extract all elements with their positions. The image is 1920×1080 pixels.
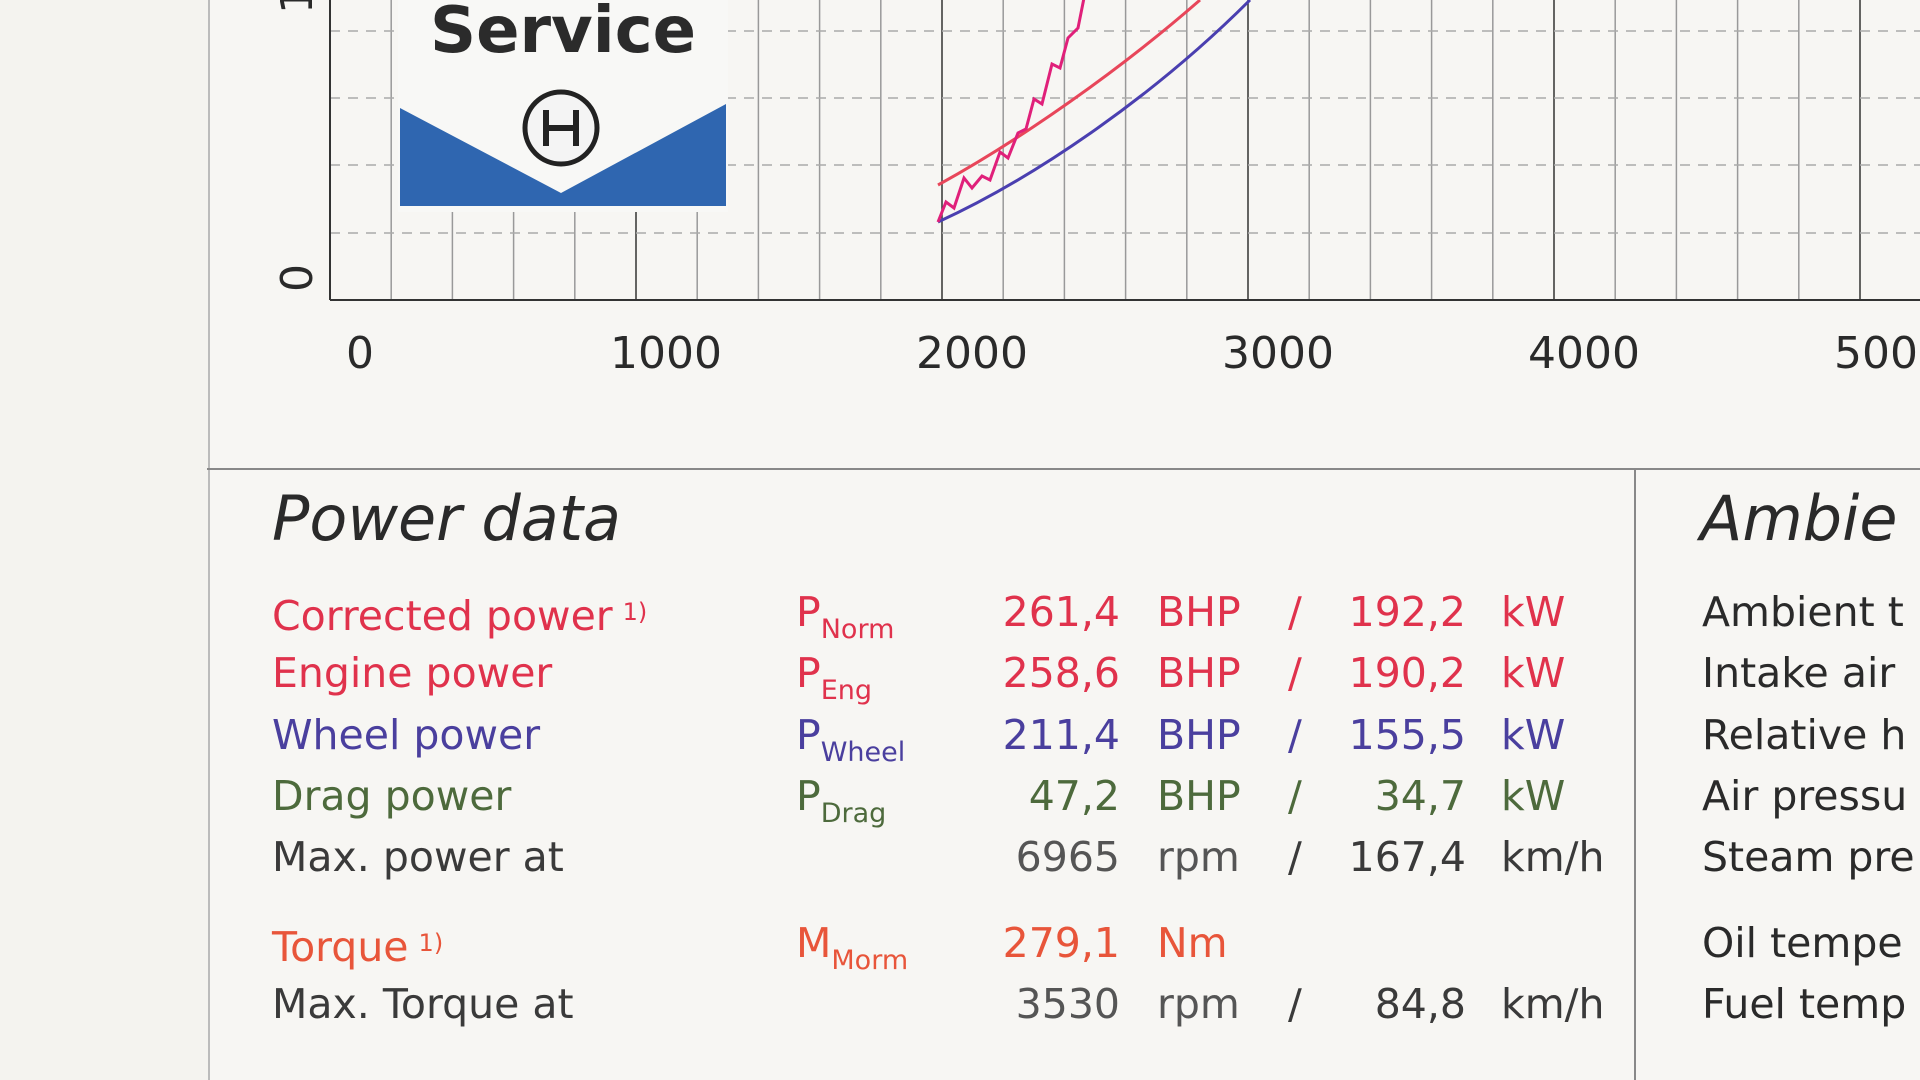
separator: /: [1288, 980, 1302, 1028]
ambient-label: Oil tempe: [1702, 919, 1903, 967]
logo-chevron: [400, 104, 726, 206]
unit: Nm: [1157, 919, 1228, 967]
label: Corrected power: [272, 592, 613, 640]
x-tick-label: 2000: [916, 328, 1028, 379]
row-label: Drag power: [272, 771, 511, 821]
x-tick-label: 0: [346, 328, 374, 379]
curve: [937, 0, 1252, 224]
symbol-subscript: Norm: [820, 614, 895, 645]
separator: /: [1288, 772, 1302, 820]
row-label: Torque 1): [272, 918, 443, 972]
label: Wheel power: [272, 711, 541, 759]
symbol-subscript: Eng: [820, 675, 873, 706]
ambient-label: Ambient t: [1702, 588, 1904, 636]
symbol-letter: P: [796, 588, 821, 636]
symbol-letter: P: [796, 772, 821, 820]
ambient-label: Air pressu: [1702, 772, 1908, 820]
symbol: PWheel: [796, 710, 905, 778]
section-title: Power data: [272, 482, 622, 555]
unit: km/h: [1501, 980, 1605, 1028]
curve: [936, 0, 1086, 223]
value: 34,7: [1374, 772, 1466, 820]
row-label: Max. Torque at: [272, 979, 574, 1029]
symbol: MMorm: [796, 918, 908, 986]
label: Max. Torque at: [272, 980, 574, 1028]
ambient-label: Steam pre: [1702, 833, 1915, 881]
x-tick-label: 4000: [1528, 328, 1640, 379]
label: Engine power: [272, 649, 553, 697]
symbol-subscript: Drag: [820, 798, 887, 829]
value: 47,2: [1028, 772, 1120, 820]
unit: km/h: [1501, 833, 1605, 881]
ambient-label: Intake air: [1702, 649, 1896, 697]
value: 261,4: [1002, 588, 1120, 636]
value: 211,4: [1002, 711, 1120, 759]
unit: rpm: [1157, 980, 1240, 1028]
ambient-label: Fuel temp: [1702, 980, 1907, 1028]
value: 190,2: [1348, 649, 1466, 697]
unit: BHP: [1157, 711, 1241, 759]
logo-emblem-mark: [543, 110, 579, 146]
unit: BHP: [1157, 772, 1241, 820]
ambient-label: Relative h: [1702, 711, 1907, 759]
symbol-subscript: Morm: [831, 945, 909, 976]
value: 167,4: [1348, 833, 1466, 881]
label: Drag power: [272, 772, 512, 820]
divider: [1634, 469, 1636, 1080]
grid: [329, 0, 1920, 301]
value: 84,8: [1374, 980, 1466, 1028]
label: Max. power at: [272, 833, 564, 881]
y-tick-label: 0: [272, 264, 323, 292]
x-tick-label: 3000: [1222, 328, 1334, 379]
symbol-letter: M: [796, 919, 832, 967]
y-tick-label: 1: [272, 0, 323, 14]
footnote: 1): [418, 929, 444, 957]
table-header: [207, 468, 1920, 470]
row-label: Corrected power 1): [272, 587, 647, 641]
separator: /: [1288, 711, 1302, 759]
row-label: Max. power at: [272, 832, 564, 882]
unit: kW: [1501, 711, 1566, 759]
unit: rpm: [1157, 833, 1240, 881]
value: 6965: [1015, 833, 1120, 881]
symbol-letter: P: [796, 711, 821, 759]
value: 258,6: [1002, 649, 1120, 697]
separator: /: [1288, 588, 1302, 636]
symbol-letter: P: [796, 649, 821, 697]
symbol-subscript: Wheel: [820, 737, 906, 768]
value: 192,2: [1348, 588, 1466, 636]
separator: /: [1288, 833, 1302, 881]
unit: kW: [1501, 649, 1566, 697]
unit: BHP: [1157, 649, 1241, 697]
symbol: PEng: [796, 648, 872, 716]
section-title: Ambie: [1700, 482, 1898, 555]
unit: kW: [1501, 772, 1566, 820]
symbol: PNorm: [796, 587, 894, 655]
row-label: Engine power: [272, 648, 552, 698]
curve: [937, 0, 1201, 187]
x-tick-label: 1000: [610, 328, 722, 379]
separator: /: [1288, 649, 1302, 697]
symbol: PDrag: [796, 771, 886, 839]
row-label: Wheel power: [272, 710, 540, 760]
footnote: 1): [622, 598, 648, 626]
value: 155,5: [1348, 711, 1466, 759]
label: Torque: [272, 923, 409, 971]
unit: BHP: [1157, 588, 1241, 636]
unit: kW: [1501, 588, 1566, 636]
value: 279,1: [1002, 919, 1120, 967]
value: 3530: [1015, 980, 1120, 1028]
logo-title: Service: [430, 0, 696, 68]
